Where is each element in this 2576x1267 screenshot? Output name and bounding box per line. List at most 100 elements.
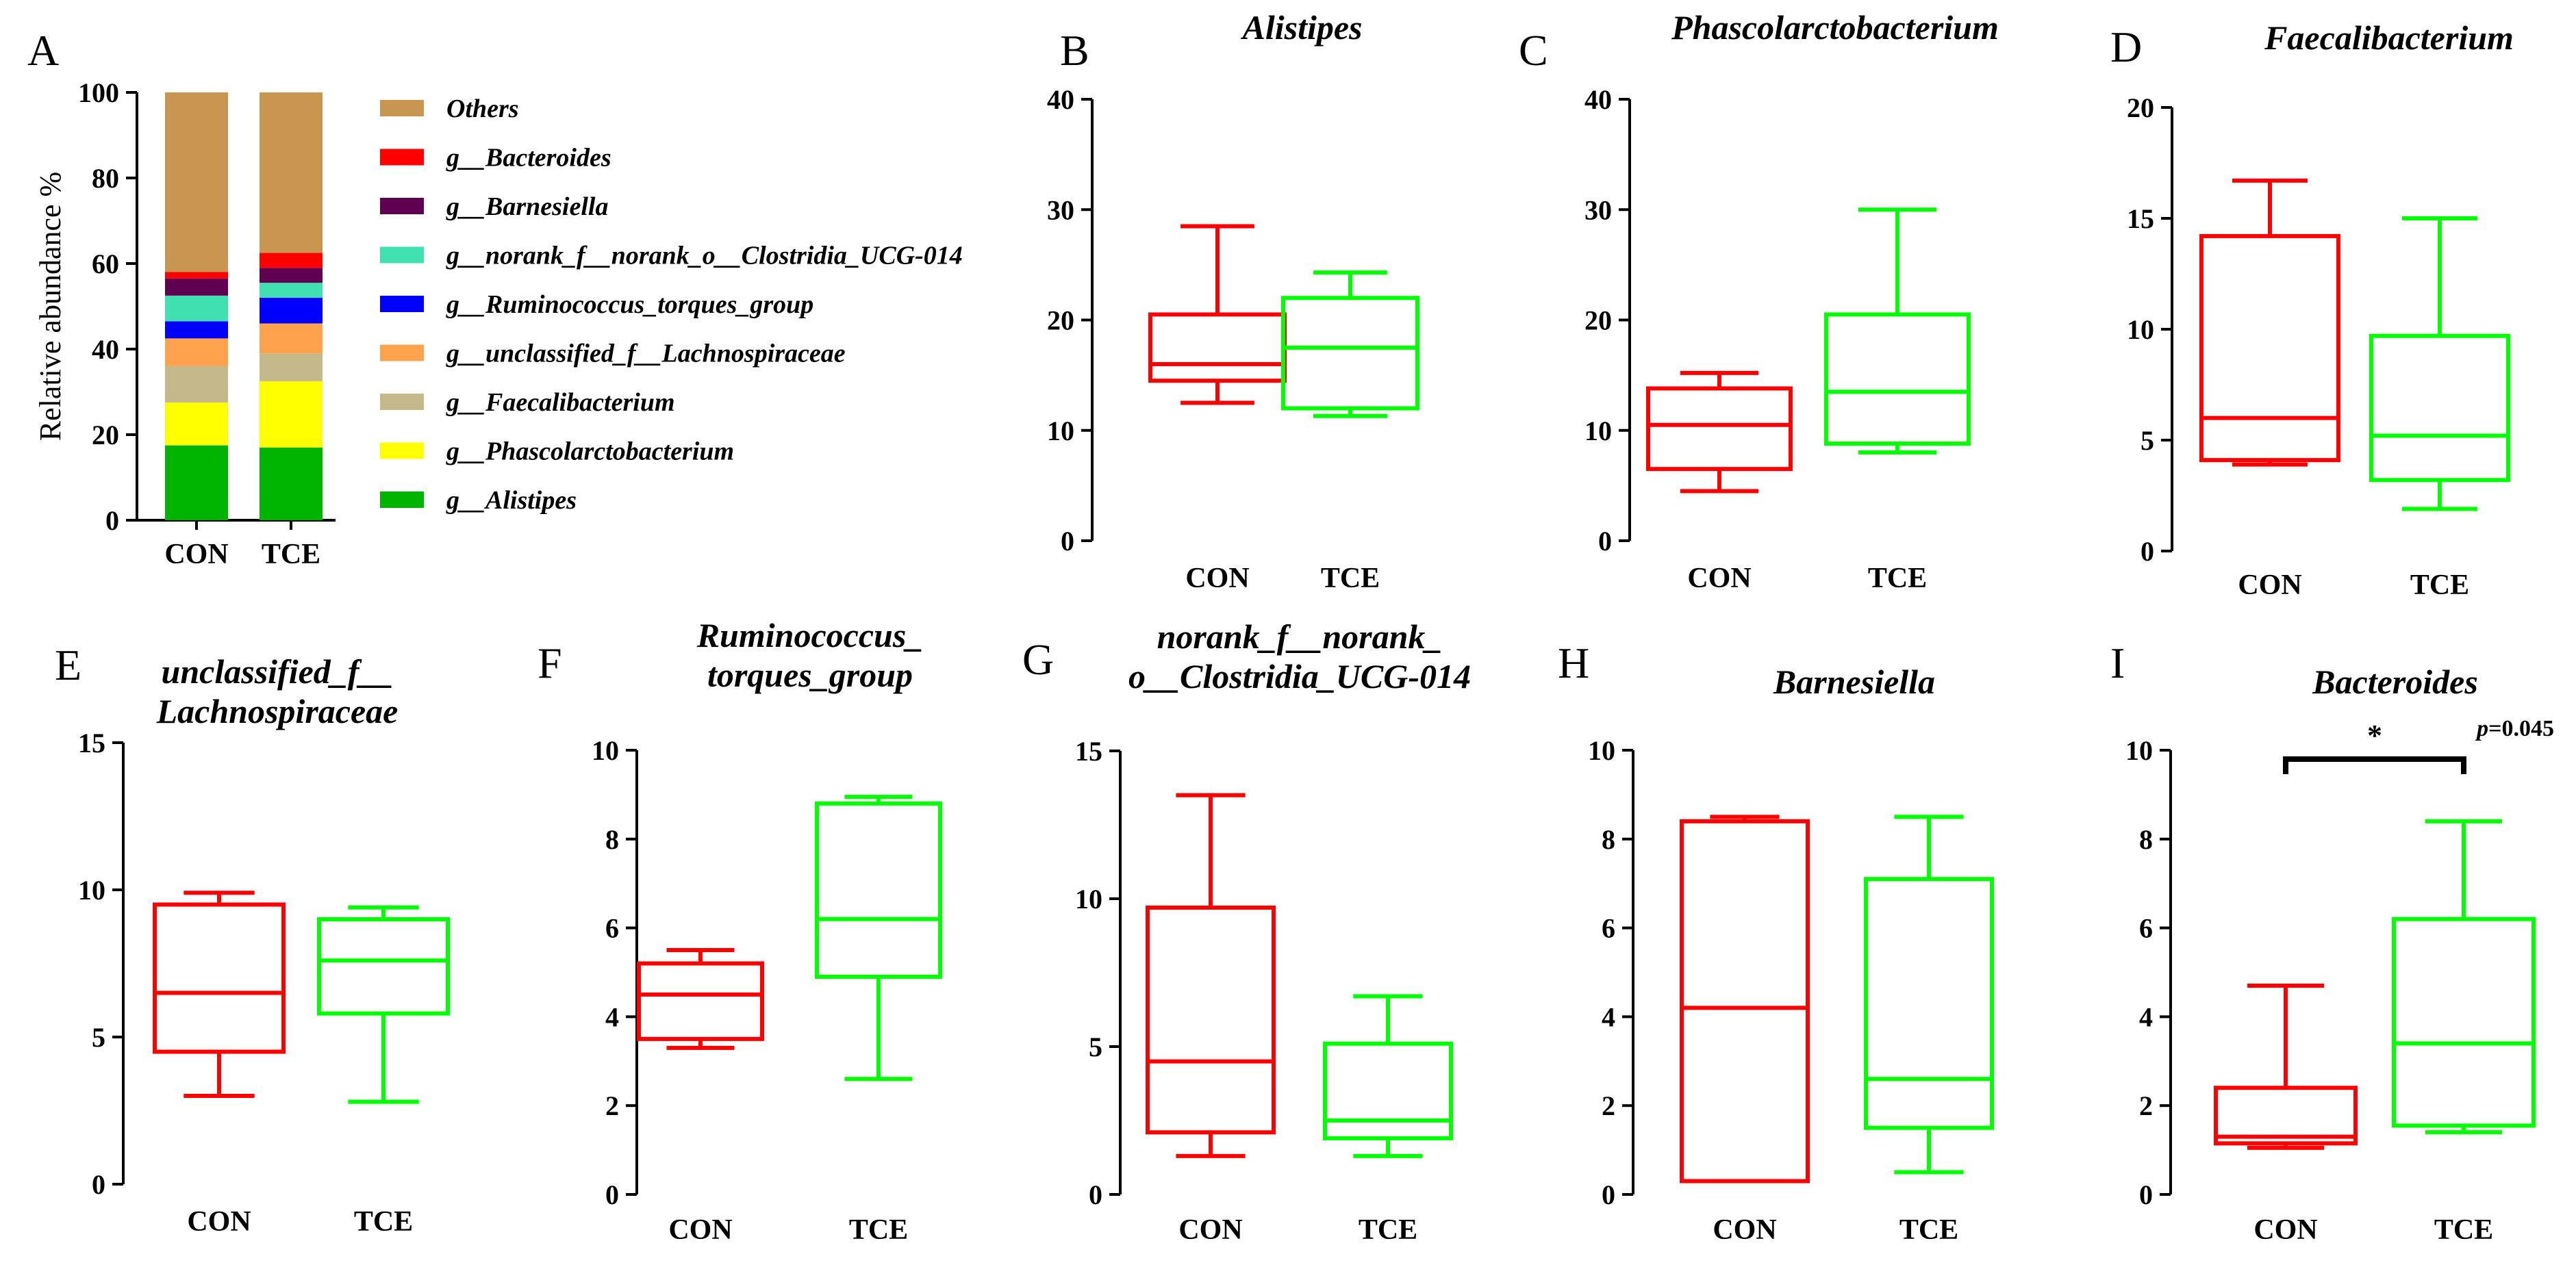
y-tick-label: 80: [92, 163, 119, 194]
stacked-bar-segment: [165, 402, 228, 446]
y-tick-label: 0: [105, 505, 119, 536]
y-tick-label: 6: [2139, 913, 2153, 944]
legend-entry: g__unclassified_f__Lachnospiraceae: [446, 340, 846, 368]
stacked-bar-segment: [260, 323, 323, 354]
y-tick-label: 2: [1602, 1090, 1615, 1121]
y-tick-label: 10: [1075, 884, 1102, 914]
y-tick-label: 40: [1584, 84, 1612, 115]
y-tick-label: 30: [1047, 194, 1074, 225]
panel-title: unclassified_f__: [162, 652, 394, 691]
box-plot-con: [2199, 178, 2340, 467]
p-value-number: =0.045: [2488, 716, 2554, 741]
y-tick-label: 20: [92, 420, 119, 450]
y-tick-label: 0: [605, 1179, 619, 1210]
legend-swatch: [380, 344, 424, 361]
panel-title: Faecalibacterium: [2264, 18, 2514, 57]
y-tick-label: 2: [605, 1090, 619, 1121]
stacked-bar-segment: [260, 283, 323, 298]
panel-label: A: [27, 26, 59, 75]
y-tick-label: 20: [1047, 305, 1074, 336]
box-plot-tce: [2369, 216, 2510, 511]
stacked-bar-segment: [260, 253, 323, 268]
x-category-label: CON: [1178, 1214, 1242, 1246]
y-tick-label: 0: [1089, 1179, 1102, 1210]
stacked-bar-segment: [165, 366, 228, 403]
y-tick-label: 15: [1075, 736, 1102, 767]
box-plot-tce: [1864, 815, 1994, 1175]
legend-swatch: [380, 246, 424, 264]
box-plot-tce: [2392, 819, 2536, 1135]
y-tick-label: 5: [92, 1022, 105, 1053]
y-tick-label: 20: [1584, 305, 1612, 336]
stacked-bar-segment: [260, 381, 323, 448]
legend-swatch: [380, 149, 424, 166]
x-category-label: TCE: [1868, 563, 1927, 594]
y-tick-label: 8: [605, 824, 619, 855]
legend-entry: g__Alistipes: [446, 486, 577, 515]
y-tick-label: 0: [92, 1169, 105, 1200]
box-plot-tce: [1281, 270, 1419, 418]
y-tick-label: 10: [2125, 735, 2153, 766]
p-value-symbol: p: [2475, 716, 2488, 741]
x-category-label: TCE: [354, 1206, 413, 1238]
y-tick-label: 5: [2141, 425, 2154, 456]
stacked-bar-segment: [165, 278, 228, 296]
panel-label: E: [55, 641, 81, 689]
legend-swatch: [380, 491, 424, 508]
y-tick-label: 4: [2139, 1001, 2153, 1032]
panel-label: I: [2110, 639, 2125, 687]
panel-title: Lachnospiraceae: [156, 692, 399, 730]
y-tick-label: 0: [2139, 1179, 2153, 1210]
legend-swatch: [380, 198, 424, 214]
stacked-bar-segment: [165, 445, 228, 520]
legend-entry: g__norank_f__norank_o__Clostridia_UCG-01…: [446, 242, 963, 270]
legend-swatch: [380, 100, 424, 116]
panel-label: C: [1519, 26, 1548, 75]
box-plot-con: [153, 891, 286, 1098]
x-category-label: TCE: [1359, 1214, 1417, 1246]
stacked-bar-segment: [260, 92, 323, 253]
box-plot-tce: [1824, 207, 1971, 455]
x-category-label: CON: [164, 539, 228, 570]
box-plot-tce: [815, 795, 942, 1082]
y-tick-label: 0: [2141, 536, 2154, 567]
y-tick-label: 15: [2127, 203, 2154, 234]
x-category-label: TCE: [262, 539, 320, 570]
y-tick-label: 6: [1602, 913, 1615, 944]
y-tick-label: 40: [92, 334, 119, 365]
panel-label: B: [1060, 26, 1089, 75]
y-axis-title: Relative abundance %: [34, 172, 67, 441]
y-tick-label: 8: [2139, 824, 2153, 855]
x-category-label: CON: [2238, 569, 2301, 601]
x-category-label: TCE: [2434, 1214, 2493, 1246]
stacked-bar-segment: [165, 321, 228, 339]
legend-swatch: [380, 296, 424, 312]
y-tick-label: 100: [78, 77, 119, 108]
legend-swatch: [380, 442, 424, 459]
y-tick-label: 15: [78, 728, 105, 758]
y-tick-label: 20: [2127, 92, 2154, 123]
y-tick-label: 40: [1047, 84, 1074, 115]
panel-title: Ruminococcus_: [696, 616, 924, 654]
x-category-label: TCE: [849, 1214, 908, 1246]
y-tick-label: 8: [1602, 824, 1615, 855]
box-plot-con: [637, 948, 764, 1050]
stacked-bar-segment: [165, 92, 228, 272]
y-tick-label: 10: [1584, 415, 1612, 446]
panel-title: Bacteroides: [2312, 663, 2478, 701]
x-category-label: CON: [668, 1214, 732, 1246]
panel-label: G: [1022, 635, 1054, 684]
x-category-label: CON: [1687, 563, 1751, 594]
p-value-label: p=0.045: [2475, 716, 2554, 741]
significance-bracket: [2283, 756, 2466, 774]
box-plot-tce: [1323, 994, 1453, 1158]
panel-label: H: [1558, 639, 1589, 687]
y-tick-label: 0: [1598, 526, 1612, 556]
significance-star: *: [2367, 719, 2382, 752]
box-plot-con: [2214, 983, 2358, 1150]
y-tick-label: 30: [1584, 194, 1612, 225]
y-tick-label: 60: [92, 248, 119, 279]
